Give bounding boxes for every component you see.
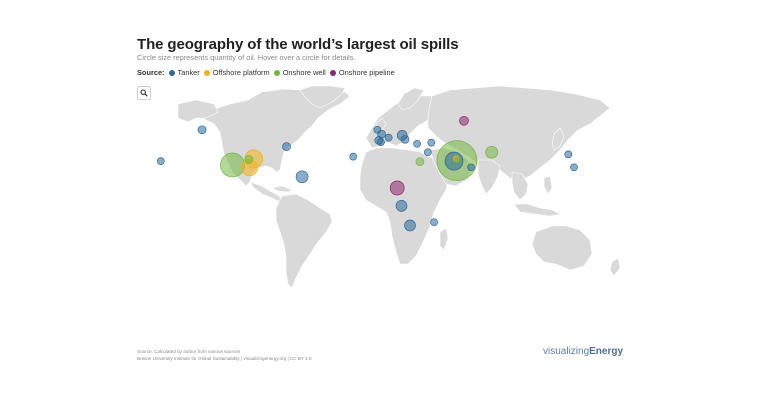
legend-text-tanker: Tanker xyxy=(177,68,200,77)
logo-text-2: Energy xyxy=(589,346,624,357)
spill-circle-tanker[interactable] xyxy=(430,218,438,227)
visualizing-energy-logo: visualizingEnergy xyxy=(543,346,623,357)
cuba xyxy=(271,185,293,193)
spill-circle-tanker[interactable] xyxy=(295,170,309,184)
spill-circle-tanker[interactable] xyxy=(564,150,573,159)
spill-circle-onshore-pipeline[interactable] xyxy=(389,180,405,196)
spill-circle-onshore-well[interactable] xyxy=(454,157,461,164)
legend-swatch-onshore-well xyxy=(273,69,280,76)
legend-swatch-onshore-pipeline xyxy=(329,69,336,76)
search-icon xyxy=(140,89,148,97)
legend-label: Source: xyxy=(137,68,165,77)
spill-circle-tanker[interactable] xyxy=(404,219,416,232)
spill-circle-tanker[interactable] xyxy=(282,142,291,151)
legend-text-offshore-platform: Offshore platform xyxy=(212,68,270,77)
indonesia xyxy=(513,203,561,217)
legend-swatch-offshore-platform xyxy=(203,69,210,76)
chart-subtitle: Circle size represents quantity of oil. … xyxy=(137,53,356,62)
australia xyxy=(531,225,593,271)
spill-circle-tanker[interactable] xyxy=(384,133,393,142)
logo-text-1: visualizing xyxy=(543,346,590,357)
legend-text-onshore-pipeline: Onshore pipeline xyxy=(338,68,395,77)
chart-title: The geography of the world’s largest oil… xyxy=(137,36,459,53)
madagascar xyxy=(439,227,449,251)
legend-text-onshore-well: Onshore well xyxy=(282,68,326,77)
spill-circle-tanker[interactable] xyxy=(413,139,421,148)
philippines xyxy=(543,175,553,195)
spill-circle-tanker[interactable] xyxy=(156,157,165,165)
spill-circle-onshore-well[interactable] xyxy=(244,155,254,164)
search-button[interactable] xyxy=(137,86,151,100)
spill-circle-onshore-well[interactable] xyxy=(485,145,499,159)
spill-circle-tanker[interactable] xyxy=(377,138,385,146)
legend: Source: Tanker Offshore platform Onshore… xyxy=(137,68,399,77)
south-america xyxy=(275,193,333,289)
spill-circle-tanker[interactable] xyxy=(349,152,358,161)
southeast-asia xyxy=(511,171,529,201)
world-map xyxy=(156,85,621,289)
source-line-1: Source: Calculated by author from variou… xyxy=(137,349,241,354)
spill-circle-tanker[interactable] xyxy=(467,163,475,172)
legend-swatch-tanker xyxy=(168,69,175,76)
legend-item-tanker: Tanker xyxy=(168,68,200,77)
legend-item-onshore-pipeline: Onshore pipeline xyxy=(329,68,395,77)
spill-circle-tanker[interactable] xyxy=(400,134,410,144)
greenland xyxy=(299,85,346,109)
spill-circle-tanker[interactable] xyxy=(197,125,207,135)
india xyxy=(477,159,501,195)
spill-circles xyxy=(156,115,578,232)
spill-circle-tanker[interactable] xyxy=(570,163,578,172)
japan xyxy=(551,127,565,151)
legend-item-onshore-well: Onshore well xyxy=(273,68,326,77)
scandinavia xyxy=(397,87,425,111)
spill-circle-tanker[interactable] xyxy=(427,138,436,147)
spill-circle-tanker[interactable] xyxy=(423,148,432,157)
source-note: Source: Calculated by author from variou… xyxy=(137,348,312,362)
source-line-2: Boston University Institute for Global S… xyxy=(137,356,312,361)
spill-circle-tanker[interactable] xyxy=(395,200,408,212)
spill-circle-onshore-well[interactable] xyxy=(220,152,245,178)
new-zealand xyxy=(609,257,621,277)
alaska xyxy=(177,99,219,123)
spill-circle-onshore-pipeline[interactable] xyxy=(459,115,469,126)
spill-circle-onshore-well[interactable] xyxy=(415,157,425,167)
legend-item-offshore-platform: Offshore platform xyxy=(203,68,270,77)
